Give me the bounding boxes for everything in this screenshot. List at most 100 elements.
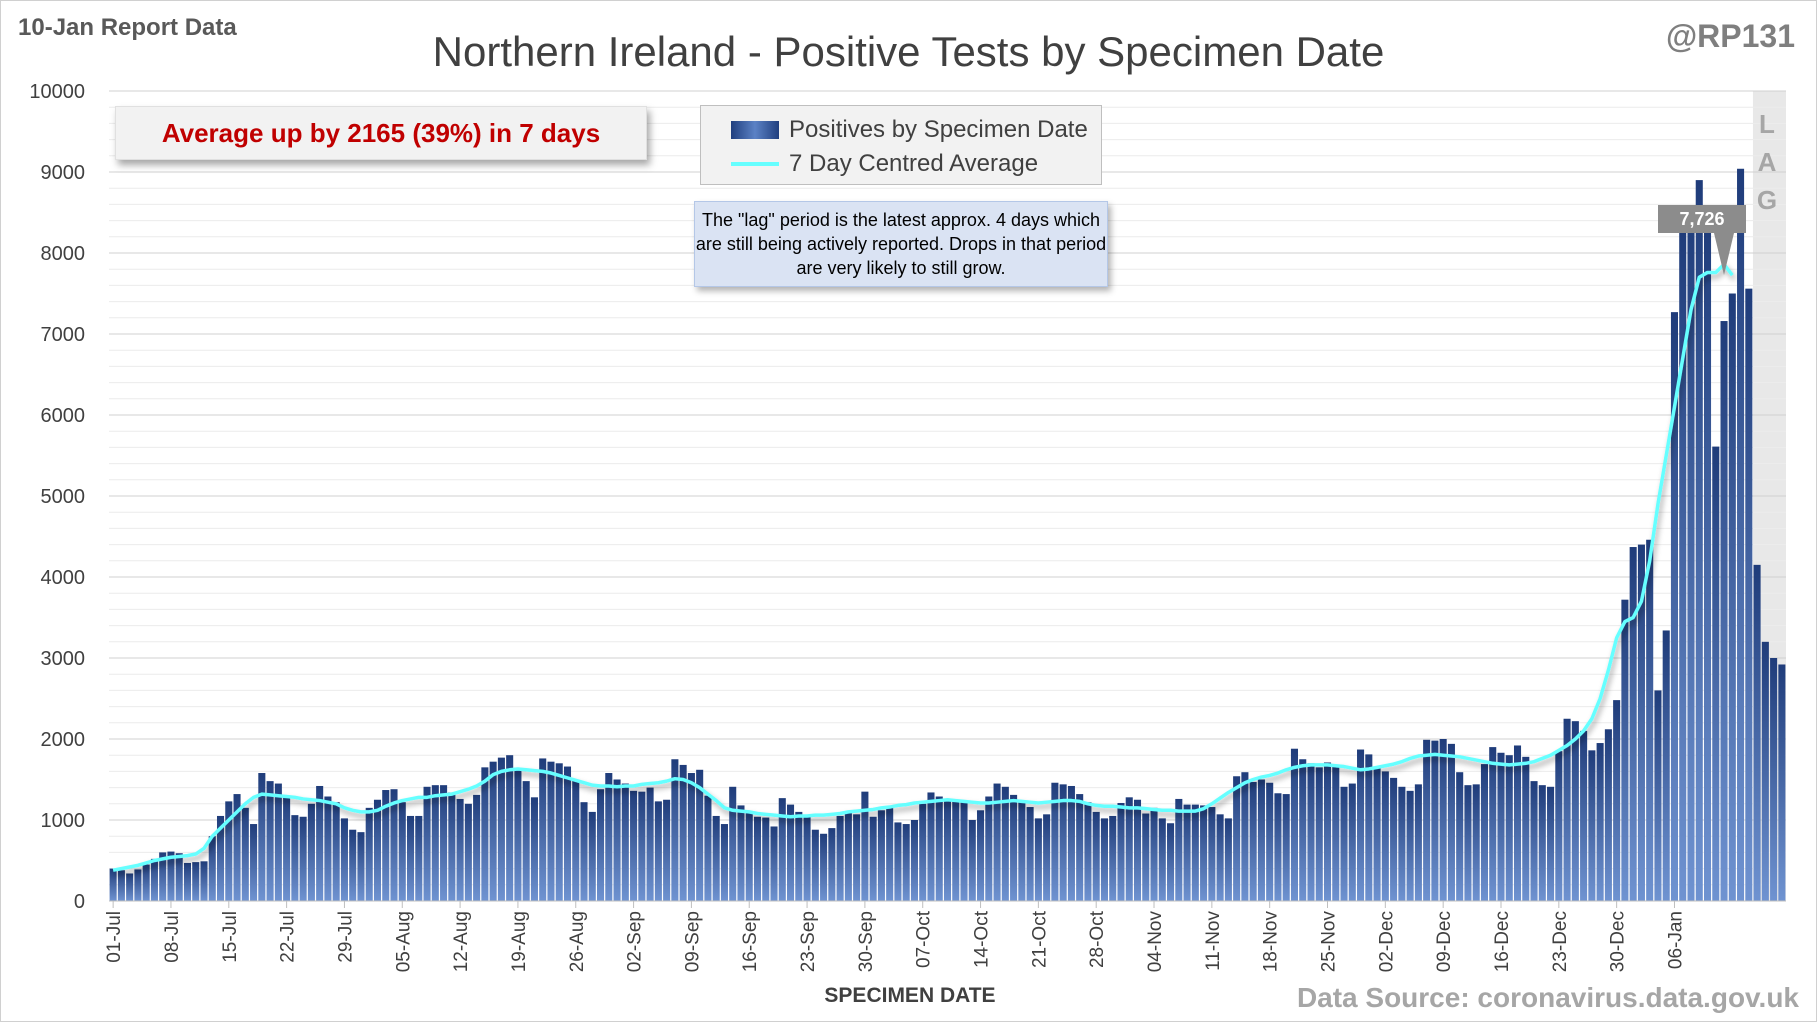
bar (943, 799, 952, 901)
bar (233, 794, 241, 901)
x-tick-label: 05-Aug (393, 911, 414, 972)
bar (1456, 772, 1464, 901)
bar (753, 816, 762, 901)
bar (919, 803, 927, 901)
bar (1588, 750, 1596, 901)
bar (1076, 794, 1084, 901)
author-handle: @RP131 (1665, 18, 1795, 54)
bar (1142, 813, 1150, 901)
y-axis: 0 1000 2000 3000 4000 5000 6000 7000 8000 9000 100… (29, 81, 85, 913)
bar (1646, 539, 1654, 901)
bar (415, 815, 423, 901)
bar (1637, 544, 1645, 901)
bar (1241, 772, 1249, 901)
bar (1770, 658, 1778, 901)
bar (1406, 790, 1414, 901)
y-tick-label: 6000 (41, 405, 86, 427)
bar (820, 833, 828, 901)
y-tick-label: 8000 (41, 243, 86, 265)
bar (1026, 807, 1034, 901)
bar (299, 816, 307, 901)
bar (770, 826, 778, 901)
bar (894, 822, 902, 901)
y-tick-label: 4000 (41, 567, 86, 589)
bar (687, 773, 695, 901)
bar (1555, 751, 1563, 901)
bar (985, 796, 993, 901)
bar (497, 757, 505, 901)
x-tick-label: 25-Nov (1319, 911, 1340, 973)
bar (167, 851, 175, 901)
bar (373, 799, 382, 901)
x-tick-label: 11-Nov (1203, 911, 1224, 971)
bar (192, 862, 200, 901)
bar (1290, 748, 1298, 901)
bar (266, 781, 274, 901)
bar (1662, 630, 1670, 901)
bar (117, 870, 125, 901)
bar (1010, 794, 1018, 901)
bar (1249, 781, 1257, 901)
bar (704, 795, 712, 901)
bar (464, 803, 472, 901)
bar (307, 803, 315, 901)
bar (861, 791, 869, 901)
bar (1580, 730, 1588, 901)
y-tick-label: 7000 (41, 324, 86, 346)
bar (1464, 785, 1472, 901)
bar (134, 869, 142, 901)
bar (1051, 782, 1059, 901)
x-tick-label: 15-Jul (220, 911, 241, 963)
bar (803, 816, 811, 901)
bar (1357, 749, 1365, 901)
x-tick-label: 30-Dec (1608, 911, 1629, 972)
x-tick-label: 22-Jul (278, 911, 299, 963)
x-tick-label: 02-Dec (1376, 911, 1397, 972)
x-tick-label: 04-Nov (1145, 911, 1166, 973)
bar (530, 797, 538, 901)
bar (1018, 802, 1026, 901)
bar (1348, 783, 1356, 901)
bar (910, 820, 918, 901)
bar (1778, 664, 1786, 901)
bar (1043, 814, 1051, 901)
bar (365, 807, 373, 901)
bar (448, 792, 456, 901)
bar (440, 785, 448, 901)
bar (1431, 740, 1439, 901)
bar (324, 796, 332, 901)
bar (1604, 729, 1612, 901)
bar (1423, 739, 1431, 901)
bar (902, 824, 910, 901)
bar (1398, 786, 1406, 901)
bar (927, 792, 935, 901)
bar (489, 761, 497, 901)
bar (663, 799, 671, 901)
change-callout: Average up by 2165 (39%) in 7 days (115, 106, 647, 160)
bar (539, 758, 547, 901)
bar (1447, 743, 1455, 901)
bar (1315, 767, 1323, 901)
bar (1133, 799, 1142, 901)
bar (340, 818, 348, 901)
bar (1092, 811, 1100, 901)
x-tick-label: 12-Aug (451, 911, 472, 972)
x-axis-title: SPECIMEN DATE (824, 984, 996, 1007)
bar (1728, 293, 1736, 901)
bar (712, 815, 720, 901)
bar (1472, 784, 1480, 901)
bar (795, 811, 803, 901)
x-tick-label: 28-Oct (1087, 910, 1108, 968)
bar (1125, 797, 1133, 901)
bar (1274, 793, 1282, 901)
bar (1100, 818, 1108, 901)
bar (208, 836, 216, 901)
bar (1530, 781, 1538, 901)
bar (390, 789, 398, 901)
bar (1191, 804, 1199, 901)
bar (349, 829, 357, 901)
y-tick-label: 10000 (29, 81, 85, 103)
report-date-label: 10-Jan Report Data (18, 14, 237, 41)
bar (514, 769, 522, 901)
